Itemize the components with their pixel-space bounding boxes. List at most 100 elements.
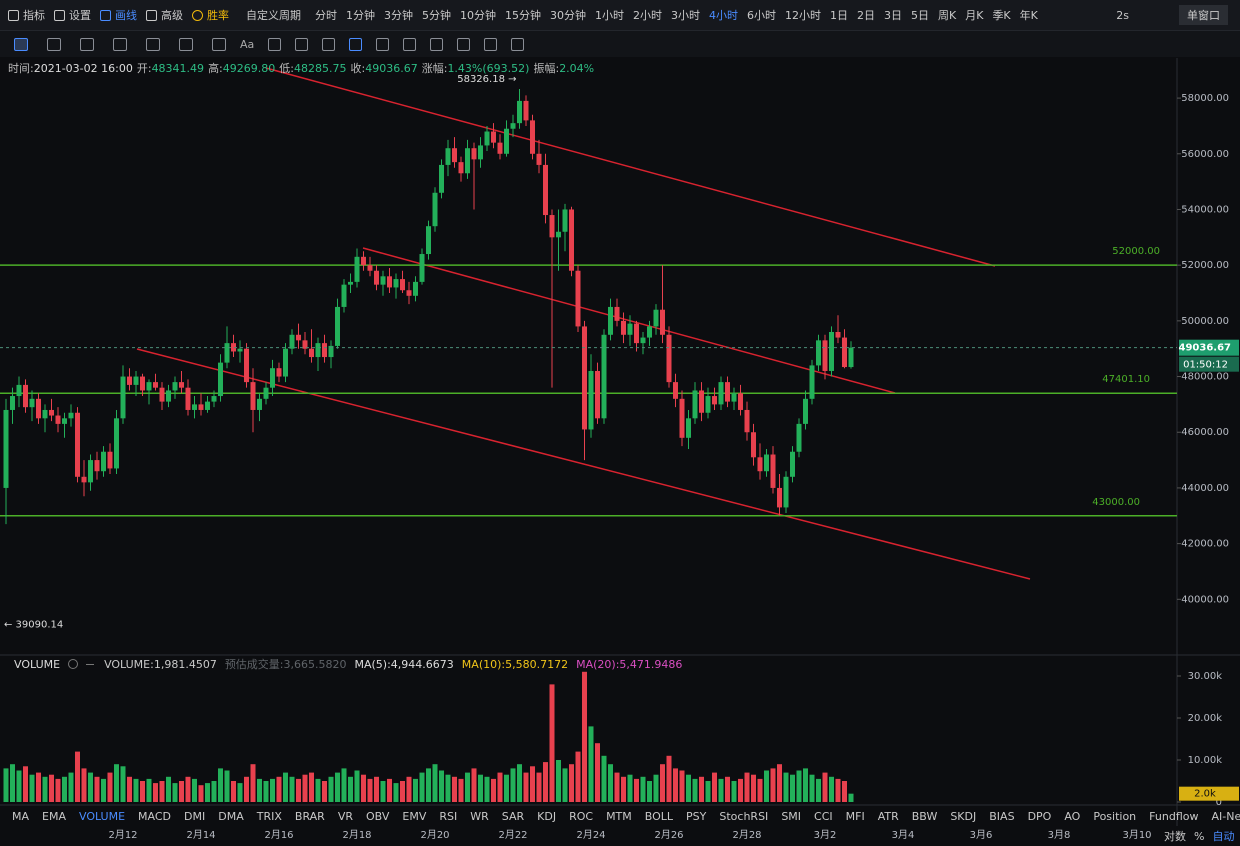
candle-body: [432, 192, 438, 227]
volume-info: VOLUME:1,981.4507: [104, 657, 217, 671]
period-button[interactable]: 分时: [315, 9, 337, 22]
candle-body: [764, 454, 769, 472]
candle-body: [601, 334, 607, 419]
draw-tool[interactable]: [457, 37, 471, 51]
period-button[interactable]: 3日: [884, 9, 902, 22]
period-button[interactable]: 5分钟: [422, 9, 451, 22]
tool-button[interactable]: 设置: [54, 7, 91, 23]
tool-button[interactable]: 高级: [146, 7, 183, 23]
indicator-button[interactable]: Position: [1093, 809, 1137, 823]
period-button[interactable]: 5日: [911, 9, 929, 22]
indicator-button[interactable]: MTM: [606, 809, 632, 823]
period-button[interactable]: 15分钟: [505, 9, 541, 22]
window-mode[interactable]: 单窗口: [1179, 5, 1228, 25]
indicator-button[interactable]: TRIX: [256, 809, 282, 823]
indicator-button[interactable]: WR: [470, 809, 489, 823]
volume-bar: [205, 783, 210, 802]
indicator-button[interactable]: ATR: [877, 809, 899, 823]
x-tick-label: 2月22: [498, 829, 527, 841]
period-button[interactable]: 12小时: [785, 9, 821, 22]
x-tick-label: 2月16: [264, 829, 293, 841]
period-button[interactable]: 6小时: [747, 9, 776, 22]
indicator-button[interactable]: BIAS: [989, 809, 1015, 823]
indicator-button[interactable]: BOLL: [644, 809, 674, 823]
indicator-button[interactable]: KDJ: [537, 809, 557, 823]
indicator-button[interactable]: BBW: [911, 809, 938, 823]
indicator-button[interactable]: PSY: [686, 809, 707, 823]
indicator-button[interactable]: RSI: [439, 809, 458, 823]
scale-mode[interactable]: %: [1194, 829, 1205, 843]
indicator-button[interactable]: MACD: [138, 809, 172, 823]
refresh-rate[interactable]: 2s: [1116, 8, 1129, 22]
indicator-button[interactable]: DMI: [184, 809, 206, 823]
period-button[interactable]: 周K: [938, 9, 957, 22]
indicator-button[interactable]: AO: [1064, 809, 1081, 823]
indicator-button[interactable]: StochRSI: [719, 809, 769, 823]
close-icon[interactable]: [86, 663, 95, 665]
indicator-button[interactable]: EMA: [42, 809, 66, 823]
period-button[interactable]: 1分钟: [346, 9, 375, 22]
info-key: 涨幅:: [421, 62, 448, 75]
period-button[interactable]: 10分钟: [460, 9, 496, 22]
draw-tool[interactable]: [511, 37, 525, 51]
period-button[interactable]: 1日: [830, 9, 848, 22]
indicator-button[interactable]: SMI: [781, 809, 802, 823]
period-menu[interactable]: 自定义周期: [246, 9, 301, 22]
scale-mode[interactable]: 自动: [1212, 830, 1235, 843]
indicator-button[interactable]: ROC: [569, 809, 594, 823]
indicator-button[interactable]: MA: [12, 809, 30, 823]
indicator-button[interactable]: VOLUME: [78, 809, 126, 823]
trend-line: [136, 348, 1031, 580]
draw-tool[interactable]: [349, 37, 363, 51]
text-tool[interactable]: Aa: [240, 37, 255, 51]
indicator-button[interactable]: VR: [337, 809, 353, 823]
last-price-box: [1179, 339, 1239, 356]
candle-body: [3, 409, 9, 488]
y-tick-label: 56000.00: [1181, 149, 1229, 160]
draw-tool[interactable]: [268, 37, 282, 51]
indicator-button[interactable]: SKDJ: [950, 809, 977, 823]
indicator-button[interactable]: OBV: [366, 809, 390, 823]
volume-bar: [497, 772, 503, 802]
draw-tool[interactable]: [146, 37, 160, 51]
indicator-button[interactable]: BRAR: [294, 809, 325, 823]
settings-icon[interactable]: [68, 659, 79, 669]
period-button[interactable]: 30分钟: [550, 9, 586, 22]
indicator-button[interactable]: AI-NetVOL: [1211, 809, 1240, 823]
draw-tool[interactable]: [113, 37, 127, 51]
volume-bar: [744, 772, 750, 802]
draw-tool[interactable]: [484, 37, 498, 51]
draw-tool[interactable]: [322, 37, 336, 51]
period-button[interactable]: 2日: [857, 9, 875, 22]
draw-tool[interactable]: [14, 37, 28, 51]
indicator-button[interactable]: DPO: [1027, 809, 1052, 823]
period-button[interactable]: 年K: [1019, 9, 1038, 22]
draw-tool[interactable]: [80, 37, 94, 51]
indicator-button[interactable]: SAR: [501, 809, 525, 823]
period-button[interactable]: 月K: [965, 9, 984, 22]
draw-tool[interactable]: [376, 37, 390, 51]
period-button[interactable]: 1小时: [595, 9, 624, 22]
draw-tool[interactable]: [430, 37, 444, 51]
period-button[interactable]: 4小时: [709, 9, 738, 22]
indicator-button[interactable]: MFI: [845, 809, 865, 823]
candle-body: [445, 148, 451, 165]
tool-button[interactable]: 画线: [100, 7, 137, 23]
indicator-button[interactable]: DMA: [218, 809, 244, 823]
indicator-button[interactable]: EMV: [402, 809, 427, 823]
tool-button[interactable]: 指标: [8, 7, 45, 23]
period-button[interactable]: 3分钟: [384, 9, 413, 22]
draw-tool[interactable]: [179, 37, 193, 51]
draw-tool[interactable]: [403, 37, 417, 51]
indicator-button[interactable]: CCI: [814, 809, 833, 823]
indicator-button[interactable]: Fundflow: [1149, 809, 1199, 823]
volume-bar: [244, 776, 249, 802]
period-button[interactable]: 2小时: [633, 9, 662, 22]
draw-tool[interactable]: [212, 37, 226, 51]
period-button[interactable]: 3小时: [671, 9, 700, 22]
draw-tool[interactable]: [295, 37, 309, 51]
tool-button[interactable]: 胜率: [192, 7, 229, 23]
draw-tool[interactable]: [47, 37, 61, 51]
scale-mode[interactable]: 对数: [1164, 830, 1186, 843]
period-button[interactable]: 季K: [992, 9, 1011, 22]
